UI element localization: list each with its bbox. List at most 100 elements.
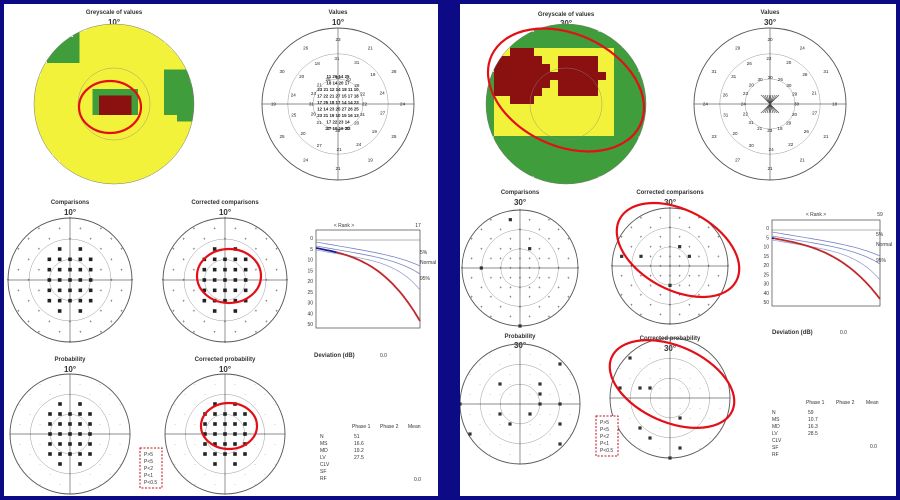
- right-cprob-plus-mark: ·: [639, 406, 641, 411]
- right-ccomp-defect-mark: [620, 254, 624, 258]
- left-gray-cell: [79, 63, 87, 70]
- left-comp-defect-mark: [47, 298, 52, 303]
- left-comp-plus-mark: +: [100, 226, 103, 231]
- right-gray-cell: [502, 128, 511, 137]
- left-cprob-plus-mark: ·: [254, 422, 256, 427]
- left-values-value: 27: [317, 143, 323, 148]
- left-prob-defect-mark: [78, 402, 82, 406]
- left-gray-cell: [86, 95, 93, 103]
- right-bebie-tick-label: 50: [763, 300, 769, 306]
- left-cprob-defect-mark: [213, 412, 217, 416]
- left-values-dense-row: 11 26 14 25: [327, 74, 351, 79]
- right-gray-cell: [574, 64, 583, 73]
- left-prob-defect-mark: [88, 432, 92, 436]
- left-gray-cell: [99, 56, 106, 64]
- left-gray-cell: [60, 134, 67, 142]
- left-values-dense-row: 17 25 18 17 14 14 23: [317, 100, 359, 105]
- left-gray-cell: [131, 82, 139, 90]
- left-values-value: 24: [356, 142, 362, 147]
- right-gray-cell: [534, 152, 543, 161]
- left-gray-cell: [112, 63, 119, 70]
- left-comp-defect-mark: [68, 288, 72, 293]
- right-cprob-defect-mark: [648, 436, 652, 440]
- right-ccomp-plus-mark: +: [678, 293, 681, 298]
- left-values-value: 22: [360, 92, 366, 97]
- left-prob-plus-mark: ·: [79, 382, 81, 387]
- right-gray-cell: [510, 64, 519, 73]
- left-gray-cell: [118, 167, 126, 174]
- left-gray-cell: [92, 89, 100, 96]
- right-gray-cell: [558, 128, 567, 137]
- left-ccomp-defect-mark: [212, 288, 217, 293]
- right-prob-plus-mark: ·: [539, 442, 541, 447]
- right-gray-cell: [574, 128, 583, 137]
- left-gray-cell: [177, 108, 184, 116]
- right-values-value: 22: [743, 111, 749, 116]
- left-gray-cell: [66, 95, 74, 103]
- right-prob-plus-mark: ·: [529, 372, 531, 377]
- right-gray-cell: [526, 152, 535, 161]
- left-gray-cell: [47, 76, 54, 83]
- left-gray-cell: [86, 121, 93, 129]
- left-values-value: 20: [300, 131, 306, 136]
- right-gray-cell: [614, 40, 623, 49]
- left-gray-cell: [47, 95, 54, 103]
- left-gray-cell: [151, 115, 158, 122]
- right-gray-cell: [566, 96, 575, 105]
- left-cprob-plus-mark: ·: [234, 482, 236, 487]
- right-comp-plus-mark: +: [519, 227, 522, 232]
- left-gray-cell: [125, 102, 132, 109]
- left-values-value: 31: [354, 60, 360, 65]
- right-values-value: 31: [823, 69, 829, 74]
- left-gray-cell: [118, 24, 126, 31]
- right-ccomp-plus-mark: +: [717, 235, 720, 240]
- right-cprob-plus-mark: ·: [629, 396, 631, 401]
- right-row-clv: CLV: [772, 438, 782, 444]
- left-gray-cell: [138, 173, 145, 181]
- right-cprob-plus-mark: ·: [649, 396, 651, 401]
- left-cprob-plus-mark: ·: [184, 472, 186, 477]
- right-cprob-plus-mark: ·: [719, 366, 721, 371]
- left-values-value: 23: [335, 37, 341, 42]
- left-prob-plus-mark: ·: [49, 472, 51, 477]
- right-comp-plus-mark: +: [538, 266, 541, 271]
- left-gray-cell: [86, 50, 93, 57]
- left-gray-cell: [79, 43, 87, 51]
- left-prob-plus-mark: ·: [109, 452, 111, 457]
- right-gray-cell: [614, 112, 623, 121]
- left-gray-cell: [118, 30, 126, 38]
- right-gray-cell: [550, 104, 559, 113]
- left-gray-cell: [118, 43, 126, 51]
- right-ccomp-plus-mark: +: [669, 244, 672, 249]
- right-gray-cell: [566, 56, 575, 65]
- right-prob-plus-mark: ·: [489, 372, 491, 377]
- left-probability-deg: 10°: [64, 365, 76, 374]
- left-gray-cell: [47, 108, 54, 116]
- left-gray-cell: [112, 95, 119, 103]
- left-gray-cell: [144, 141, 152, 148]
- left-gray-cell: [138, 134, 145, 142]
- right-comp-plus-mark: +: [509, 285, 512, 290]
- right-prob-plus-mark: ·: [469, 412, 471, 417]
- left-gray-cell: [151, 160, 158, 168]
- right-comp-plus-mark: +: [538, 275, 541, 280]
- left-values-value: 26: [303, 46, 309, 51]
- right-values-value: 22: [766, 56, 772, 61]
- left-gray-cell: [125, 37, 132, 44]
- right-gray-cell: [622, 112, 631, 121]
- right-comp-plus-mark: +: [548, 237, 551, 242]
- left-gray-cell: [170, 69, 178, 77]
- left-gray-cell: [105, 89, 113, 96]
- left-gray-cell: [170, 147, 178, 155]
- right-ccomp-plus-mark: +: [678, 254, 681, 259]
- left-gray-cell: [164, 128, 171, 135]
- right-gray-cell: [606, 136, 615, 145]
- left-ccomp-defect-mark: [233, 288, 238, 293]
- right-gray-cell: [574, 56, 583, 65]
- left-gray-cell: [73, 134, 80, 142]
- right-prob-plus-mark: ·: [519, 462, 521, 467]
- left-prob-plus-mark: ·: [89, 392, 91, 397]
- left-cprob-plus-mark: ·: [254, 482, 256, 487]
- left-prob-defect-mark: [78, 442, 82, 446]
- right-gray-cell: [526, 80, 535, 89]
